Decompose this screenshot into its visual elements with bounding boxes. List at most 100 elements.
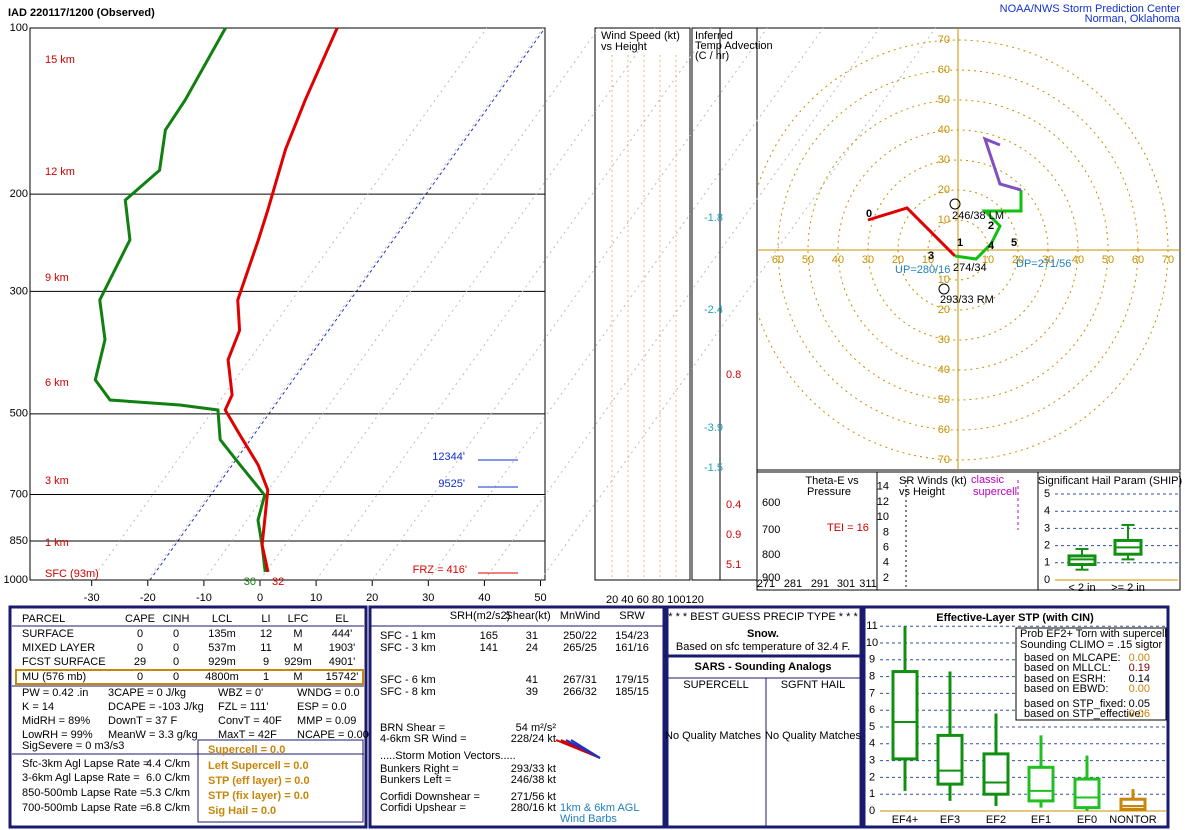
isotherm: [427, 27, 824, 581]
temp-label: 20: [366, 592, 378, 604]
misc-label: Corfidi Downshear =: [380, 791, 480, 803]
hodo-tick: 60: [1132, 254, 1144, 266]
prob-label: based on STP_effective:: [1024, 708, 1144, 720]
tick-label: 900: [762, 572, 780, 584]
tick-label: 9: [869, 654, 875, 666]
srh: 141: [480, 642, 498, 654]
temp-label: 10: [310, 592, 322, 604]
hodo-tick: 60: [772, 254, 784, 266]
hodo-label: 274/34: [953, 262, 987, 274]
hodo-tick: 20: [938, 304, 950, 316]
tick-label: 2: [883, 572, 889, 584]
tick-label: 5: [1044, 488, 1050, 500]
box: [891, 670, 919, 761]
isotherm: [315, 27, 712, 581]
hodo-label: 246/38 LM: [952, 210, 1004, 222]
hodo-ring: [927, 219, 989, 281]
temp-label: 30: [422, 592, 434, 604]
height-label: 12 km: [45, 166, 75, 178]
box: [1027, 765, 1055, 803]
hodo-tick: 40: [938, 364, 950, 376]
lapse-value: 5.3 C/km: [146, 787, 190, 799]
index: NCAPE = 0.00: [297, 729, 369, 741]
stp-legend: [1015, 627, 1167, 721]
tick-label: 0: [1044, 574, 1050, 586]
panel-title: Theta-E vs: [805, 475, 859, 487]
panel-title: (C / hr): [695, 50, 729, 62]
height-label: 6 km: [45, 377, 69, 389]
index: DCAPE = -103 J/kg: [108, 701, 204, 713]
table-cell: 0: [137, 671, 143, 683]
index: PW = 0.42 .in: [22, 687, 88, 699]
box: [1119, 797, 1147, 811]
tick-label: 14: [877, 481, 889, 493]
table-cell: 929m: [208, 656, 236, 668]
mean-wind: 267/31: [563, 674, 597, 686]
composite: Left Supercell = 0.0: [208, 760, 309, 772]
tick-label: 7: [869, 687, 875, 699]
hodo-tick: 70: [1162, 254, 1174, 266]
table-header: PARCEL: [22, 613, 65, 625]
temp-label: -30: [84, 592, 100, 604]
tick-label: 4: [1044, 505, 1050, 517]
prob-value: 0.05: [1129, 698, 1150, 710]
lapse-label: Sfc-3km Agl Lapse Rate =: [22, 758, 149, 770]
isotherm: [259, 27, 656, 581]
hodo-tick: 20: [1012, 254, 1024, 266]
tick-label: 281: [784, 578, 802, 590]
storm-marker: [949, 198, 961, 210]
category-label: EF0: [1077, 814, 1097, 826]
hodo-tick: 70: [938, 34, 950, 46]
panel-title: Pressure: [807, 486, 851, 498]
isotherm: [540, 27, 936, 581]
srw: 161/16: [615, 642, 649, 654]
stp-panel: [862, 605, 1170, 829]
table-cell: 0: [173, 642, 179, 654]
tick-label: 11: [866, 620, 877, 632]
tick-label: 301: [837, 578, 855, 590]
barb-icon: [570, 739, 601, 759]
srw: 179/15: [615, 674, 649, 686]
misc-label: .....Storm Motion Vectors.....: [380, 750, 516, 762]
lapse-value: 6.0 C/km: [146, 772, 190, 784]
layer: SFC - 8 km: [380, 686, 436, 698]
shear: 39: [526, 686, 538, 698]
table-cell: MIXED LAYER: [22, 642, 95, 654]
tick-label: 4: [869, 738, 875, 750]
height-label: 1 km: [45, 537, 69, 549]
surface-dewpoint: 30: [244, 576, 256, 588]
tick-label: 4: [883, 557, 889, 569]
misc-label: 4-6km SR Wind =: [380, 733, 467, 745]
hodo-tick: 50: [1102, 254, 1114, 266]
prob-label: based on EBWD:: [1024, 683, 1108, 695]
index: FZL = 111': [218, 701, 269, 713]
index: ConvT = 40F: [218, 715, 282, 727]
index: LowRH = 99%: [22, 729, 93, 741]
hodo-trace: [867, 206, 957, 258]
table-cell: MU (576 mb): [22, 671, 86, 683]
pressure-label: 700: [10, 488, 28, 500]
advection-value: 0.4: [726, 499, 741, 511]
table-cell: 1903': [329, 642, 356, 654]
advection-value: 5.1: [726, 559, 741, 571]
table-header: LI: [261, 613, 270, 625]
hodo-point-label: 0: [866, 208, 872, 220]
lapse-value: 6.8 C/km: [146, 802, 190, 814]
legend: Prob EF2+ Torn with supercell: [1020, 628, 1167, 640]
annotation: FRZ = 416': [413, 564, 467, 576]
shear: 31: [526, 630, 538, 642]
tick-label: 8: [869, 671, 875, 683]
advection-value: -2.4: [704, 304, 723, 316]
tick-label: 271: [757, 578, 775, 590]
height-label: 9 km: [45, 272, 69, 284]
panel-title: vs Height: [601, 41, 647, 53]
table-cell: 15742': [326, 671, 359, 683]
parcel-panel: [8, 605, 368, 829]
category-label: < 2 in: [1068, 582, 1095, 594]
table-cell: 0: [173, 628, 179, 640]
tick-label: 1: [1044, 557, 1050, 569]
hodo-point-label: 3: [928, 250, 934, 262]
hodo-tick: 10: [938, 214, 950, 226]
advection-value: 0.8: [726, 369, 741, 381]
